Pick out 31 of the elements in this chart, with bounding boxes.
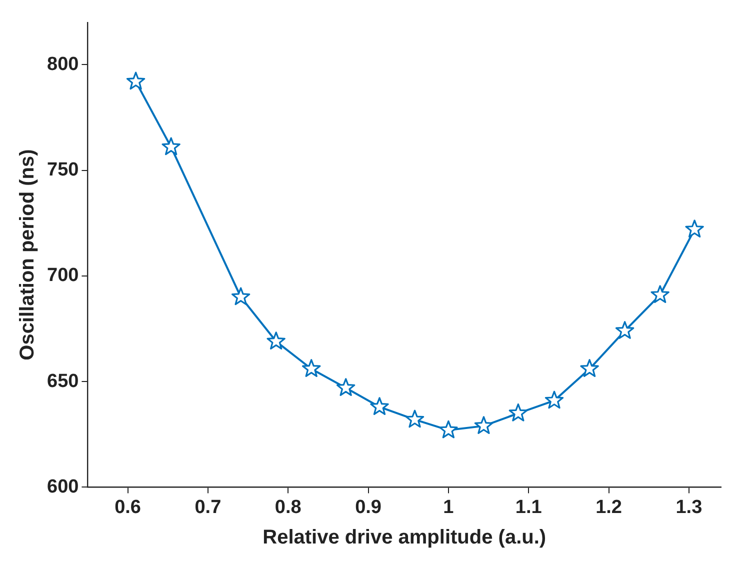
point — [544, 390, 564, 409]
x-tick-label: 1.2 — [596, 496, 622, 518]
point — [615, 321, 634, 339]
point — [302, 359, 321, 377]
y-tick-label: 650 — [47, 370, 79, 392]
y-axis-title: Oscillation period (ns) — [16, 149, 39, 360]
point — [508, 403, 528, 422]
point — [162, 137, 180, 156]
point — [439, 420, 458, 438]
point — [336, 378, 356, 396]
point — [126, 72, 146, 90]
x-tick-label: 0.8 — [274, 496, 302, 518]
x-axis-title: Relative drive amplitude (a.u.) — [262, 526, 546, 549]
point — [580, 359, 599, 377]
point — [231, 287, 250, 306]
point — [650, 285, 670, 304]
point — [370, 397, 389, 415]
x-tick-label: 0.7 — [194, 496, 222, 518]
point — [685, 220, 704, 238]
point — [474, 416, 494, 434]
y-tick-label: 750 — [47, 160, 79, 181]
x-tick-label: 1 — [443, 496, 454, 518]
y-tick-label: 600 — [47, 476, 79, 498]
x-tick-label: 0.6 — [114, 496, 141, 518]
point — [405, 410, 424, 428]
x-tick-label: 0.9 — [355, 496, 382, 518]
y-tick-label: 800 — [47, 54, 79, 75]
y-tick-label: 700 — [47, 265, 79, 286]
point — [266, 332, 286, 350]
x-tick-label: 1.3 — [676, 496, 702, 518]
x-tick-label: 1.1 — [515, 496, 542, 518]
